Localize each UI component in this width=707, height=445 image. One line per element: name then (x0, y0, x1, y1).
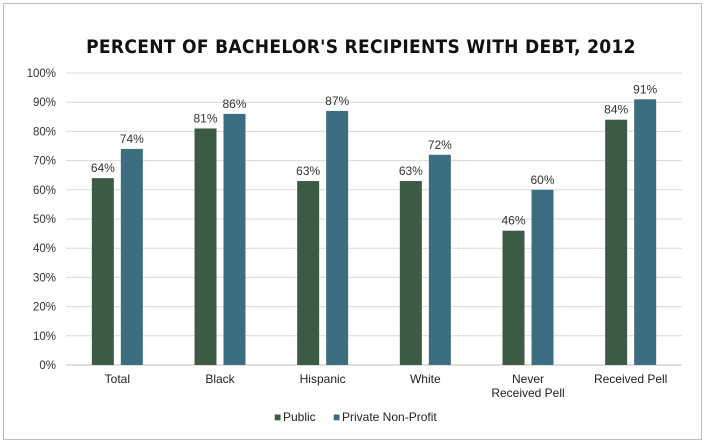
y-tick-label: 90% (33, 97, 56, 109)
x-tick-label: Received Pell (594, 372, 667, 386)
legend-marker: ■ (274, 410, 281, 424)
legend-marker: ■ (333, 410, 340, 424)
data-label: 63% (399, 164, 423, 178)
bar-private-non-profit (634, 99, 657, 365)
bars: 64% 74% 81% 86% 63% 87% 63% 72% 46% 60% 84% 91% (91, 82, 657, 366)
data-label: 87% (325, 94, 349, 108)
legend-label: Public (283, 410, 316, 424)
grid-lines (66, 72, 682, 366)
x-tick-label: Black (205, 372, 235, 386)
bar-private-non-profit (120, 148, 143, 365)
legend-label: Private Non-Profit (342, 410, 437, 424)
bar-private-non-profit (326, 110, 349, 366)
y-tick-label: 100% (27, 68, 56, 80)
y-tick-label: 80% (33, 126, 56, 138)
bar-private-non-profit (531, 189, 554, 365)
y-tick-label: 30% (33, 272, 56, 284)
chart-title: PERCENT OF BACHELOR'S RECIPIENTS WITH DE… (86, 36, 636, 58)
x-tick-label: Hispanic (300, 372, 346, 386)
bar-public (194, 128, 217, 365)
chart-frame (3, 3, 702, 440)
y-axis: 0% 10% 20% 30% 40% 50% 60% 70% 80% 90% 100% (27, 68, 56, 372)
legend: ■ Public ■ Private Non-Profit (274, 410, 437, 424)
data-label: 72% (428, 138, 452, 152)
y-tick-label: 50% (33, 214, 56, 226)
bar-public (502, 230, 525, 365)
data-label: 84% (604, 103, 628, 117)
y-tick-label: 0% (39, 360, 56, 372)
data-label: 86% (222, 97, 246, 111)
x-tick-label: Total (105, 372, 130, 386)
data-label: 91% (633, 82, 657, 96)
y-tick-label: 10% (33, 331, 56, 343)
bar-private-non-profit (223, 113, 246, 365)
bar-public (399, 181, 422, 365)
data-label: 60% (530, 173, 554, 187)
bar-public (297, 181, 320, 365)
data-label: 74% (120, 132, 144, 146)
data-label: 63% (296, 164, 320, 178)
data-label: 81% (193, 111, 217, 125)
y-tick-label: 40% (33, 243, 56, 255)
y-tick-label: 60% (33, 185, 56, 197)
data-label: 64% (91, 161, 115, 175)
bar-public (91, 178, 114, 365)
data-label: 46% (501, 214, 525, 228)
y-tick-label: 20% (33, 302, 56, 314)
x-tick-label: White (410, 372, 441, 386)
bar-private-non-profit (428, 154, 451, 365)
x-tick-label: Never (512, 372, 544, 386)
x-tick-label: Received Pell (491, 386, 564, 400)
y-tick-label: 70% (33, 156, 56, 168)
bar-public (605, 119, 628, 365)
